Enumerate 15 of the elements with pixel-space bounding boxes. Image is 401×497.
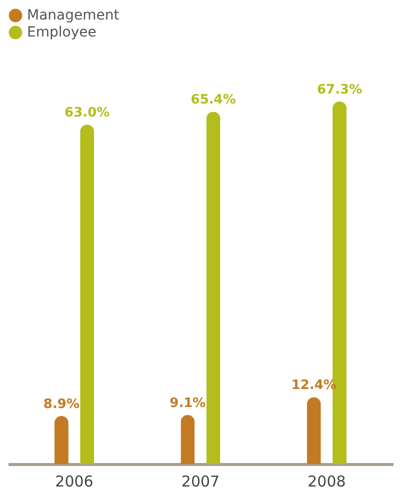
data-label: 9.1% — [170, 396, 206, 411]
legend-label: Management — [27, 8, 120, 24]
data-label: 8.9% — [43, 397, 80, 412]
data-label: 67.3% — [316, 82, 362, 98]
x-tick-label: 2008 — [308, 472, 346, 490]
bar — [180, 414, 195, 464]
bar — [80, 124, 94, 464]
data-label: 65.4% — [190, 92, 236, 108]
legend-label: Employee — [27, 24, 96, 40]
x-tick-label: 2007 — [181, 472, 220, 490]
bar — [206, 112, 220, 464]
data-label: 63.0% — [64, 106, 110, 121]
bar — [306, 397, 321, 464]
bar — [54, 416, 68, 464]
x-tick-label: 2006 — [55, 472, 94, 490]
